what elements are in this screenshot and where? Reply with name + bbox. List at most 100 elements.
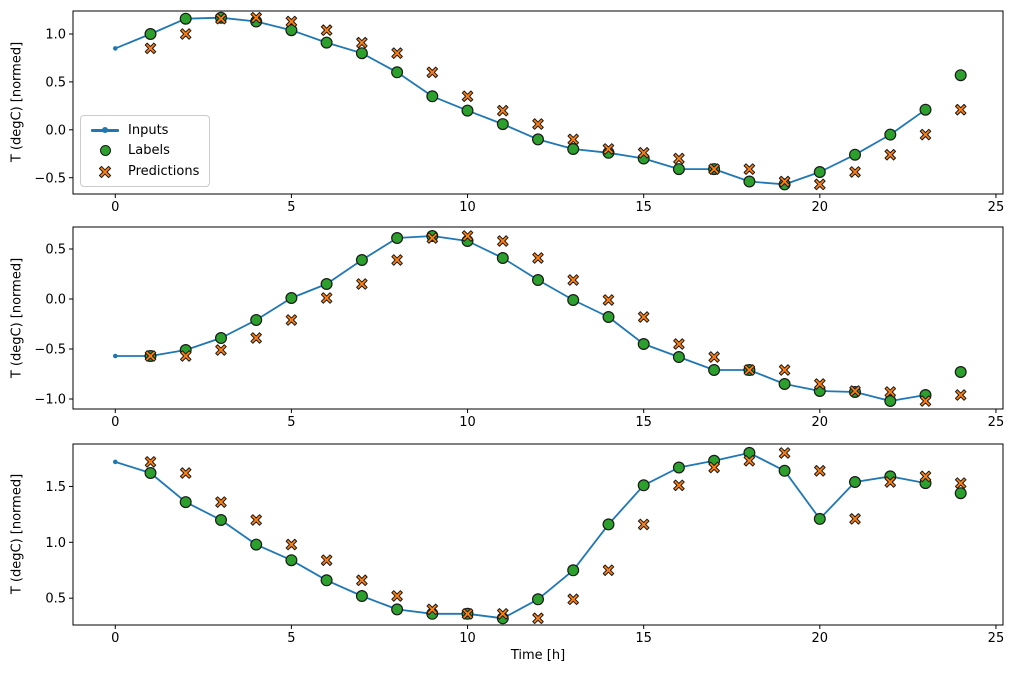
- labels-point: [320, 36, 333, 49]
- labels-point: [637, 479, 650, 492]
- labels-point: [778, 464, 791, 477]
- y-tick-label: 1.5: [45, 480, 66, 495]
- inputs-point: [113, 46, 118, 51]
- predictions-point: [567, 593, 579, 606]
- y-tick-label: 0.0: [45, 123, 66, 138]
- predictions-point: [285, 538, 298, 551]
- legend: Inputs Labels Predictions: [80, 115, 210, 187]
- predictions-point: [144, 42, 157, 55]
- predictions-point: [954, 477, 967, 489]
- predictions-point: [532, 612, 544, 625]
- predictions-point: [320, 554, 333, 566]
- y-tick-label: −0.5: [34, 343, 66, 358]
- predictions-point: [778, 364, 791, 376]
- predictions-point: [919, 395, 932, 407]
- predictions-point: [814, 378, 826, 390]
- predictions-point: [215, 12, 227, 25]
- axes-frame: [72, 226, 1004, 410]
- labels-point: [848, 476, 861, 489]
- predictions-point: [778, 175, 791, 188]
- predictions-point: [849, 385, 861, 397]
- labels-point: [884, 128, 897, 141]
- labels-point: [250, 538, 263, 551]
- predictions-point: [285, 15, 298, 28]
- y-tick-label: −0.5: [34, 171, 66, 186]
- labels-point: [743, 175, 756, 188]
- labels-point: [954, 69, 967, 82]
- predictions-point: [637, 147, 650, 159]
- x-tick-label: 20: [812, 415, 829, 430]
- predictions-point: [461, 230, 474, 242]
- predictions-point: [461, 608, 474, 620]
- labels-point: [884, 395, 897, 408]
- predictions-point: [954, 389, 967, 401]
- subplot-2: 0 5 10 15 20 25 0.5 0.0 −0.5 −1.0: [34, 226, 1004, 430]
- predictions-point: [250, 11, 262, 24]
- subplot-3: 0 5 10 15 20 25 1.5 1.0 0.5: [45, 443, 1005, 646]
- inputs-point: [113, 459, 118, 465]
- predictions-point: [743, 454, 756, 467]
- predictions-x-marker-icon: [90, 165, 120, 179]
- labels-point: [954, 366, 967, 379]
- y-tick-label: 1.0: [45, 28, 66, 43]
- x-tick-label: 10: [459, 415, 476, 430]
- x-tick-label: 5: [287, 415, 295, 430]
- x-tick-label: 15: [635, 631, 652, 646]
- predictions-point: [285, 314, 298, 326]
- ylabel-subplot-1: T (degC) [normed]: [9, 41, 25, 163]
- predictions-point: [426, 66, 439, 79]
- predictions-point: [497, 104, 509, 117]
- labels-point: [144, 467, 157, 480]
- predictions-point: [426, 603, 439, 616]
- labels-point: [567, 294, 580, 307]
- x-tick-label: 0: [111, 415, 119, 430]
- labels-point: [672, 163, 685, 176]
- labels-point: [285, 292, 298, 305]
- predictions-point: [708, 461, 720, 474]
- inputs-line-marker-icon: [90, 123, 120, 137]
- x-tick-label: 15: [635, 200, 652, 215]
- labels-point: [355, 47, 368, 60]
- predictions-point: [884, 148, 897, 161]
- labels-point: [637, 338, 650, 351]
- labels-point: [426, 90, 439, 103]
- predictions-point: [179, 28, 192, 40]
- predictions-point: [461, 90, 474, 103]
- ylabel-subplot-2: T (degC) [normed]: [9, 257, 25, 379]
- predictions-point: [532, 252, 544, 264]
- labels-point: [320, 278, 333, 291]
- labels-point: [355, 589, 368, 602]
- labels-point: [602, 518, 615, 531]
- labels-point: [567, 564, 580, 577]
- axes-frame: [72, 10, 1004, 195]
- predictions-point: [179, 350, 192, 362]
- predictions-point: [567, 274, 579, 286]
- predictions-point: [497, 235, 509, 247]
- labels-point: [461, 104, 474, 117]
- x-tick-label: 20: [812, 200, 829, 215]
- predictions-point: [391, 590, 403, 602]
- labels-point: [285, 554, 298, 567]
- x-tick-label: 0: [111, 631, 119, 646]
- ylabel-subplot-3: T (degC) [normed]: [9, 473, 25, 595]
- predictions-point: [673, 479, 685, 492]
- predictions-point: [144, 456, 157, 468]
- legend-label-inputs: Inputs: [128, 122, 169, 138]
- predictions-point: [602, 294, 615, 306]
- predictions-point: [743, 163, 756, 175]
- y-tick-label: 0.5: [45, 592, 66, 607]
- predictions-point: [250, 514, 262, 526]
- predictions-point: [778, 447, 791, 459]
- x-tick-label: 25: [988, 631, 1005, 646]
- predictions-point: [849, 166, 861, 178]
- labels-point: [531, 274, 544, 287]
- x-tick-label: 10: [459, 200, 476, 215]
- labels-point: [496, 118, 509, 131]
- predictions-point: [884, 386, 897, 398]
- subplot-1: 0 5 10 15 20 25 1.0 0.5 0.0 −0.5: [34, 10, 1004, 215]
- x-tick-label: 20: [812, 631, 829, 646]
- labels-point: [250, 314, 263, 327]
- predictions-point: [814, 178, 826, 191]
- x-tick-label: 5: [287, 200, 295, 215]
